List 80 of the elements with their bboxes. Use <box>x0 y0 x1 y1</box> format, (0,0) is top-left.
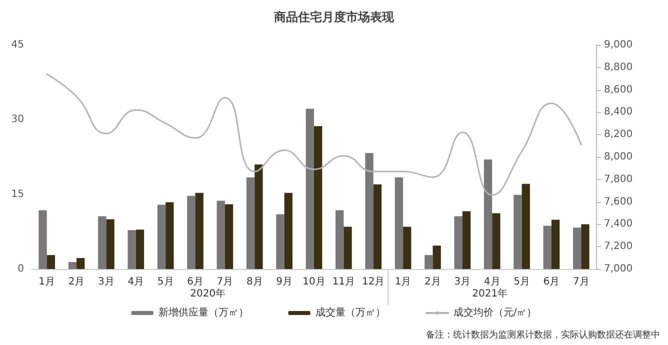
bar <box>373 184 382 269</box>
legend-label: 成交量（万㎡） <box>315 306 386 318</box>
bar <box>38 210 47 269</box>
y2-tick-label: 8,600 <box>604 84 633 96</box>
bar <box>454 216 462 269</box>
bar <box>128 230 136 269</box>
y2-tick-label: 7,400 <box>604 218 633 230</box>
bar <box>581 224 590 269</box>
bar <box>522 184 530 269</box>
bar <box>187 196 196 269</box>
y2-tick-label: 8,800 <box>604 62 633 73</box>
x-tick-label: 10月 <box>302 276 326 288</box>
legend-label: 新增供应量（万㎡） <box>158 306 248 318</box>
y2-tick-label: 9,000 <box>604 40 633 50</box>
bar <box>136 230 144 269</box>
y2-tick-label: 7,600 <box>604 196 633 208</box>
bar <box>254 164 263 269</box>
text: 备注：统计数据为监测累计数据，实际认购数据还在调整中 <box>426 330 660 340</box>
bar <box>246 177 255 269</box>
y-tick-label: 30 <box>11 114 24 126</box>
bar <box>394 177 404 269</box>
bar <box>195 192 204 269</box>
y2-tick-label: 8,400 <box>604 106 633 118</box>
text: 2020年 <box>190 288 226 300</box>
x-tick-label: 8月 <box>246 276 263 288</box>
x-tick-label: 1月 <box>394 276 412 288</box>
bar <box>543 226 552 269</box>
x-tick-label: 5月 <box>157 276 174 288</box>
x-tick-label: 3月 <box>454 276 471 288</box>
y2-tick-label: 8,200 <box>604 129 633 140</box>
bar <box>284 192 292 269</box>
bar <box>336 210 344 269</box>
y2-tick-label: 7,200 <box>604 241 633 252</box>
bar <box>276 214 284 269</box>
y-tick-label: 45 <box>11 40 24 50</box>
bar <box>344 226 352 269</box>
y2-tick-label: 7,800 <box>604 174 633 185</box>
y2-tick-label: 8,000 <box>604 152 633 162</box>
x-tick-label: 4月 <box>484 276 500 288</box>
bar <box>224 204 234 269</box>
bar <box>314 126 322 269</box>
bar <box>514 194 522 269</box>
bar <box>68 262 77 269</box>
x-tick-label: 11月 <box>332 276 356 288</box>
bar <box>166 202 174 269</box>
bar <box>216 200 225 269</box>
line-series <box>46 73 582 196</box>
bar <box>484 159 492 269</box>
x-tick-label: 2月 <box>424 276 441 288</box>
bar <box>106 219 114 269</box>
bar <box>76 258 85 269</box>
x-tick-label: 6月 <box>543 276 560 288</box>
x-tick-label: 6月 <box>187 276 204 288</box>
y-tick-label: 0 <box>18 264 24 274</box>
bar <box>424 255 433 269</box>
bar <box>46 255 56 269</box>
y-tick-label: 15 <box>11 188 24 200</box>
x-tick-label: 9月 <box>276 276 293 288</box>
bar <box>551 220 560 269</box>
bar <box>403 226 412 269</box>
bar <box>492 213 500 269</box>
x-tick-label: 5月 <box>514 276 530 288</box>
x-tick-label: 4月 <box>128 276 144 288</box>
x-tick-label: 7月 <box>216 276 234 288</box>
bar <box>462 211 471 269</box>
text: 2021年 <box>472 288 508 300</box>
bar <box>306 108 314 269</box>
chart-title: 商品住宅月度市场表现 <box>273 10 395 24</box>
bar <box>365 153 374 269</box>
x-tick-label: 1月 <box>38 276 56 288</box>
x-tick-label: 7月 <box>572 276 590 288</box>
x-tick-label: 12月 <box>362 276 385 288</box>
bar <box>432 246 441 269</box>
legend-label: 成交均价（元/㎡） <box>453 306 537 318</box>
bar <box>572 228 582 269</box>
y2-tick-label: 7,000 <box>604 264 633 274</box>
x-tick-label: 3月 <box>98 276 114 288</box>
x-tick-label: 2月 <box>68 276 85 288</box>
bar <box>98 216 106 269</box>
bar <box>157 204 166 269</box>
